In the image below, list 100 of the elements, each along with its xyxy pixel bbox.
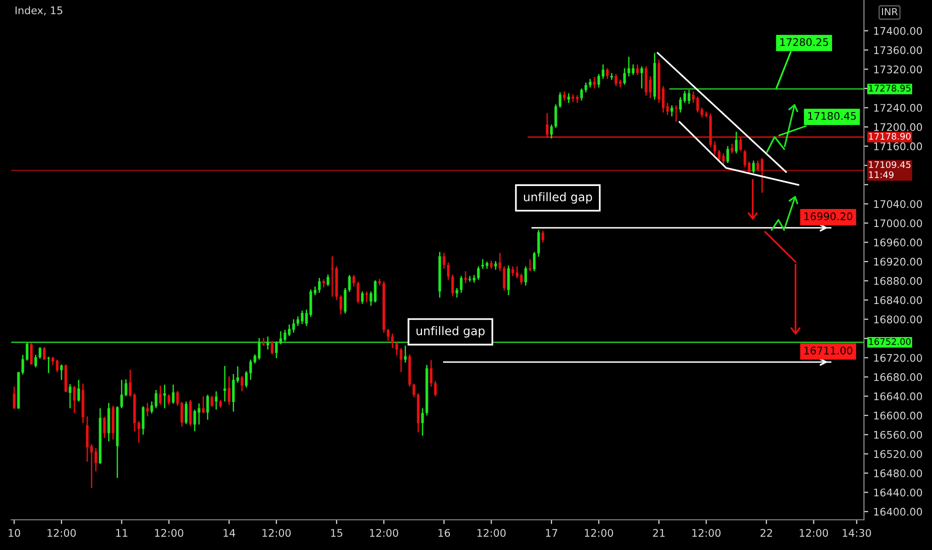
candlestick — [189, 399, 192, 427]
candlestick — [42, 346, 46, 360]
y-tick-label: 17400.00 — [874, 27, 922, 35]
ref-line-label: 16752.00 — [869, 338, 911, 345]
x-tick-label: 14 — [224, 529, 236, 537]
y-tick-label: 17200.00 — [874, 123, 922, 132]
candlestick — [542, 230, 544, 243]
candlestick — [240, 375, 244, 392]
x-tick-label: 12:00 — [477, 528, 506, 537]
x-tick-label: 17 — [546, 529, 558, 537]
candlestick — [395, 342, 398, 356]
candlestick — [726, 146, 730, 164]
candlestick — [610, 72, 613, 80]
candlestick — [730, 143, 734, 154]
candlestick — [451, 274, 454, 297]
text: Index, 15 — [16, 6, 62, 16]
candlestick — [326, 274, 330, 287]
candlestick — [202, 396, 205, 414]
y-tick-label: 17160.00 — [874, 142, 922, 150]
candlestick — [679, 96, 682, 114]
x-tick-label: 22 — [760, 528, 772, 537]
candlestick — [12, 386, 16, 410]
candlestick — [623, 68, 626, 86]
y-axis-title: INR — [882, 8, 898, 16]
candlestick — [344, 287, 346, 314]
candlestick — [576, 94, 579, 104]
candlestick — [56, 359, 59, 373]
y-tick-label: 16680.00 — [874, 373, 922, 382]
candlestick — [223, 365, 226, 402]
annotation: 17180.45 — [808, 112, 856, 120]
candlestick — [279, 330, 282, 345]
candlestick — [356, 281, 360, 304]
candlestick — [554, 104, 558, 129]
candlestick — [442, 252, 446, 270]
candlestick — [688, 89, 690, 104]
y-tick-label: 16640.00 — [874, 392, 922, 400]
candlestick — [318, 277, 321, 294]
candlestick — [498, 252, 502, 272]
candlestick — [249, 359, 252, 380]
candlestick — [300, 310, 304, 325]
candlestick — [752, 160, 755, 174]
candlestick — [386, 328, 390, 342]
ref-line-label: 17109.45 11:49 — [869, 161, 910, 178]
x-tick-label: 14:30 — [842, 528, 871, 537]
candlestick — [748, 160, 751, 174]
candlestick — [374, 280, 377, 304]
y-tick-label: 16800.00 — [874, 315, 922, 324]
candlestick — [284, 329, 286, 342]
y-tick-label: 16480.00 — [874, 469, 922, 478]
candlestick — [172, 384, 175, 404]
x-tick-label: 15 — [331, 529, 342, 537]
candlestick — [348, 274, 351, 292]
x-tick-label: 21 — [653, 528, 665, 537]
candlestick — [168, 394, 170, 406]
candlestick — [481, 258, 484, 270]
y-tick-label: 17320.00 — [874, 65, 922, 74]
candlestick — [77, 379, 80, 402]
candlestick — [292, 318, 295, 334]
candlestick — [550, 124, 553, 140]
y-tick-label: 17000.00 — [874, 219, 922, 228]
x-tick-label: 11 — [116, 529, 128, 537]
candlestick — [692, 90, 695, 104]
candlestick — [532, 251, 536, 272]
annotation: unfilled gap — [524, 192, 592, 204]
candlestick — [434, 380, 437, 397]
candlestick — [563, 90, 566, 102]
candlestick — [446, 262, 450, 280]
candlestick — [412, 383, 416, 398]
candlestick — [756, 160, 760, 172]
y-tick-label: 16880.00 — [874, 277, 922, 285]
candlestick — [30, 342, 33, 366]
ref-line-label: 17278.95 — [869, 84, 910, 92]
x-tick-label: 10 — [8, 528, 20, 537]
candlestick — [593, 76, 596, 90]
candlestick — [744, 149, 746, 168]
x-tick-label: 12:00 — [584, 528, 614, 537]
candlestick — [558, 92, 562, 108]
candlestick — [142, 406, 144, 436]
candlestick — [456, 287, 458, 298]
candlestick — [159, 384, 162, 406]
candlestick — [739, 136, 742, 152]
candlestick — [352, 274, 356, 288]
candlestick — [400, 347, 402, 373]
candlestick — [520, 272, 523, 286]
candlestick — [713, 140, 716, 156]
candlestick — [614, 73, 618, 87]
candlestick — [477, 266, 480, 280]
y-tick-label: 17360.00 — [874, 46, 922, 54]
candlestick — [184, 400, 188, 425]
candlestick — [502, 266, 506, 292]
y-tick-label: 16560.00 — [874, 430, 922, 439]
annotation: unfilled gap — [416, 326, 485, 338]
candlestick — [210, 395, 214, 408]
candlestick — [236, 366, 240, 384]
candlestick — [214, 390, 218, 410]
candlestick — [73, 385, 76, 414]
candlestick — [193, 409, 196, 432]
candlestick — [198, 402, 200, 426]
candlestick — [26, 342, 28, 362]
candlestick — [103, 416, 106, 439]
